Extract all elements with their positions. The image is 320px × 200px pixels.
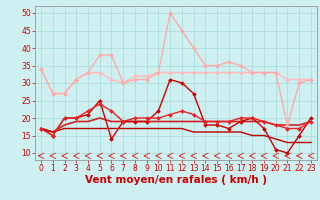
X-axis label: Vent moyen/en rafales ( km/h ): Vent moyen/en rafales ( km/h ) [85,175,267,185]
